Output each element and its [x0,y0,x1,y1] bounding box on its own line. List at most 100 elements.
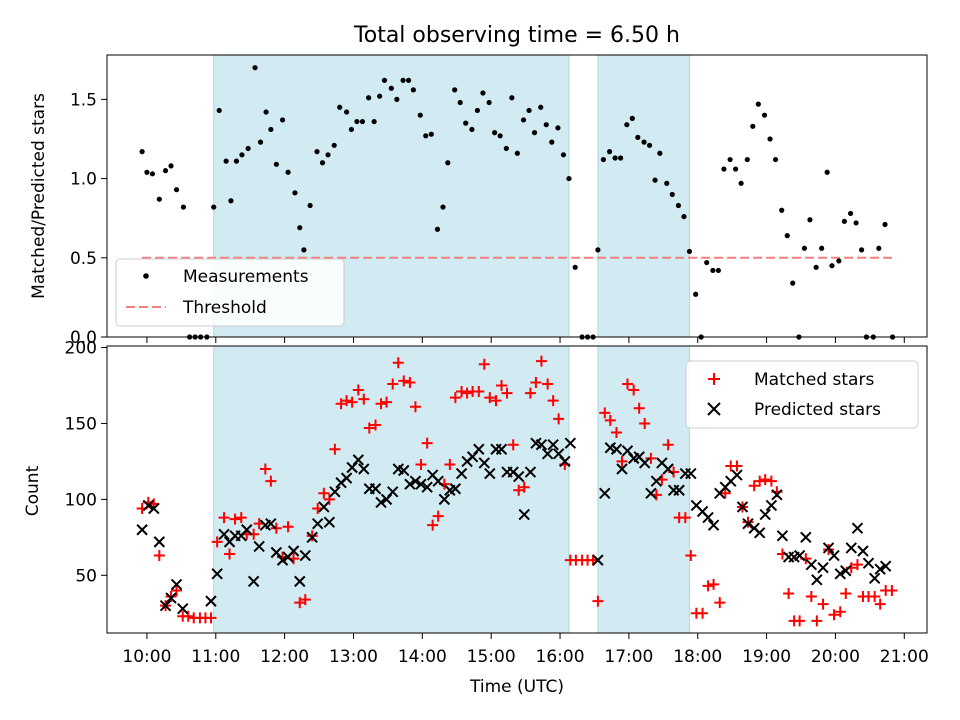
x-tick-label: 18:00 [673,647,722,667]
predicted-star-point [287,545,300,557]
predicted-star-point [375,496,387,509]
predicted-star-point [776,530,789,542]
matched-star-point [358,393,370,405]
predicted-star-point [862,557,875,569]
measurement-point [428,131,434,137]
matched-star-point [834,606,846,618]
measurement-point [180,204,187,210]
matched-star-point [783,588,795,600]
predicted-star-point [294,575,306,588]
predicted-star-point [432,475,444,487]
measurement-point [149,171,156,177]
matched-star-point [714,597,726,609]
predicted-star-point [524,466,537,478]
y-axis-label-bottom: Count [23,465,43,516]
measurement-point [343,109,350,115]
measurement-point [452,87,458,93]
matched-star-point [153,550,165,562]
matched-star-point [811,615,823,627]
matched-star-point [329,443,341,455]
matched-star-point [542,378,554,390]
predicted-star-point [513,470,525,483]
matched-star-point [478,358,490,370]
matched-star-point [306,530,318,542]
predicted-star-point [311,517,324,530]
predicted-star-point [387,486,399,498]
matched-star-point [513,484,525,496]
matched-star-point [765,475,777,487]
measurement-point [526,107,532,114]
predicted-star-point [564,437,577,449]
predicted-star-point [800,531,812,544]
y-tick-label-bottom: 50 [75,566,97,586]
matched-star-point [869,591,881,603]
predicted-star-point [742,517,754,530]
predicted-star-point [834,568,846,580]
matched-star-point [553,413,565,425]
measurement-point [223,158,229,164]
predicted-layer [136,437,892,615]
measurement-point [807,217,813,223]
matched-star-point [639,417,651,429]
measurement-point [440,204,446,210]
matched-star-point [719,487,731,499]
predicted-star-point [771,489,783,501]
matched-star-point [748,480,760,492]
predicted-star-point [299,549,311,562]
predicted-star-point [759,508,771,521]
matched-star-point [473,386,485,398]
measurement-point [268,126,274,133]
measurement-point [858,247,865,253]
measurement-point [139,149,145,155]
matched-star-point [404,376,416,388]
matched-star-point [294,597,306,609]
measurement-point [652,177,658,183]
matched-star-point [840,588,852,600]
matched-star-point [205,612,217,624]
matched-star-point [318,487,330,499]
measurement-point [566,175,572,182]
measurement-point [486,99,492,106]
matched-star-point [610,427,622,439]
measurement-point [635,134,641,140]
predicted-star-point [409,475,422,487]
legend-matched-label: Matched stars [754,370,874,390]
predicted-star-point [318,501,330,513]
measurement-point [790,280,796,286]
measurement-point [423,133,429,139]
matched-star-point [622,378,634,390]
y-tick-label-bottom: 100 [65,490,97,510]
x-tick-label: 11:00 [191,647,240,667]
predicted-star-point [645,487,657,500]
measurement-point [457,99,463,106]
matched-star-point [370,419,382,431]
measurement-point [624,122,630,128]
predicted-star-point [473,443,485,455]
legend-measurements-marker [143,273,149,279]
measurement-point [144,169,150,175]
measurement-point [824,169,830,175]
matched-star-point [599,407,611,419]
legend-threshold-label: Threshold [182,298,267,318]
measurement-point [285,169,291,175]
measurement-point [497,133,503,139]
matched-star-point [484,392,496,404]
measurement-point [686,248,693,255]
matched-star-point [211,536,223,548]
legend-top-box [115,258,345,327]
matched-star-point [490,395,502,407]
chart-title: Total observing time = 6.50 h [353,23,680,48]
predicted-star-point [276,554,289,566]
measurement-point [216,107,222,114]
matched-star-point [259,463,271,475]
matched-star-point [823,543,835,555]
measurement-point [245,145,251,152]
legend-measurements-label: Measurements [183,267,309,287]
measurement-point [641,139,647,145]
y-tick-label-bottom: 200 [65,339,97,359]
measurement-point [252,65,258,71]
predicted-star-point [828,549,840,562]
matched-star-point [628,384,640,396]
matched-star-point [182,610,194,622]
